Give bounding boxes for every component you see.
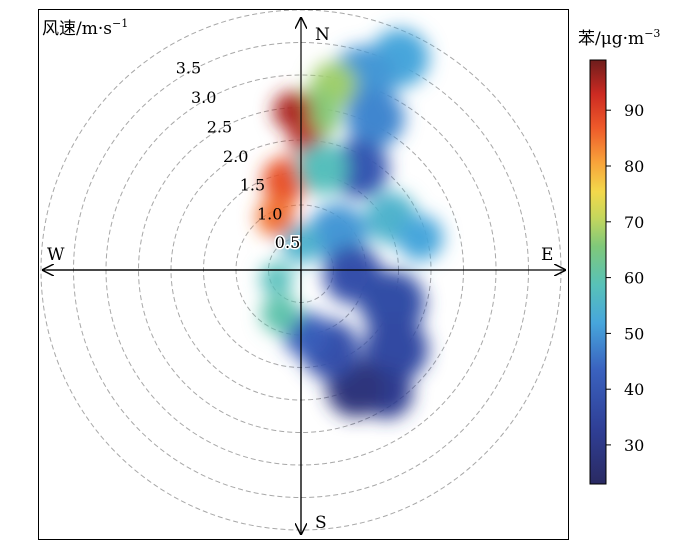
colorbar-tick-label: 90 — [624, 101, 644, 120]
concentration-blob — [345, 88, 405, 148]
colorbar: 苯/μg·m−3 30 40 50 60 70 80 90 — [578, 27, 660, 485]
colorbar-tick-label: 80 — [624, 157, 644, 176]
blob-group — [256, 28, 444, 419]
colorbar-tick-label: 30 — [624, 436, 644, 455]
direction-south: S — [315, 513, 327, 533]
concentration-blob — [273, 91, 313, 131]
concentration-blob — [296, 142, 349, 195]
concentration-surface — [256, 28, 444, 419]
concentration-blob — [397, 215, 444, 261]
colorbar-tick-label: 70 — [624, 213, 644, 232]
ring-label: 0.5 — [275, 233, 300, 252]
concentration-blob — [260, 294, 300, 334]
concentration-blob — [360, 270, 426, 336]
concentration-blob — [330, 139, 389, 198]
ring-label: 3.5 — [176, 58, 201, 77]
colorbar-title: 苯/μg·m−3 — [578, 27, 660, 49]
ring-labels: 0.5 1.0 1.5 2.0 2.5 3.0 3.5 — [176, 58, 302, 253]
radial-axis-label-exp: −1 — [112, 17, 128, 30]
direction-west: W — [47, 245, 65, 265]
ring-label: 1.5 — [240, 176, 265, 195]
polar-plot: N S E W 风速/m·s−1 0.5 1.0 1.5 2.0 2.5 3.0 3.5 — [40, 10, 569, 540]
colorbar-title-exp: −3 — [644, 27, 660, 40]
colorbar-tick-label: 50 — [624, 324, 644, 343]
colorbar-tick-label: 40 — [624, 380, 644, 399]
radial-axis-label: 风速/m·s−1 — [42, 17, 128, 39]
ring-label: 1.0 — [257, 204, 282, 223]
colorbar-gradient — [589, 59, 607, 485]
direction-east: E — [541, 245, 553, 265]
concentration-blob — [256, 197, 296, 237]
radial-axis-label-prefix: 风速/m·s — [42, 19, 112, 39]
ring-label: 2.0 — [223, 147, 248, 166]
colorbar-ticks: 30 40 50 60 70 80 90 — [606, 101, 644, 455]
concentration-blob — [262, 157, 308, 204]
colorbar-tick-label: 60 — [624, 269, 644, 288]
ring-label: 2.5 — [207, 118, 232, 137]
colorbar-title-prefix: 苯/μg·m — [578, 29, 644, 49]
ring-label: 3.0 — [191, 88, 216, 107]
concentration-blob — [260, 262, 293, 296]
compass-axes — [43, 18, 565, 534]
concentration-blob — [363, 316, 429, 382]
plot-frame: N S E W 风速/m·s−1 0.5 1.0 1.5 2.0 2.5 3.0 3.5 — [38, 9, 569, 540]
direction-north: N — [315, 25, 330, 45]
